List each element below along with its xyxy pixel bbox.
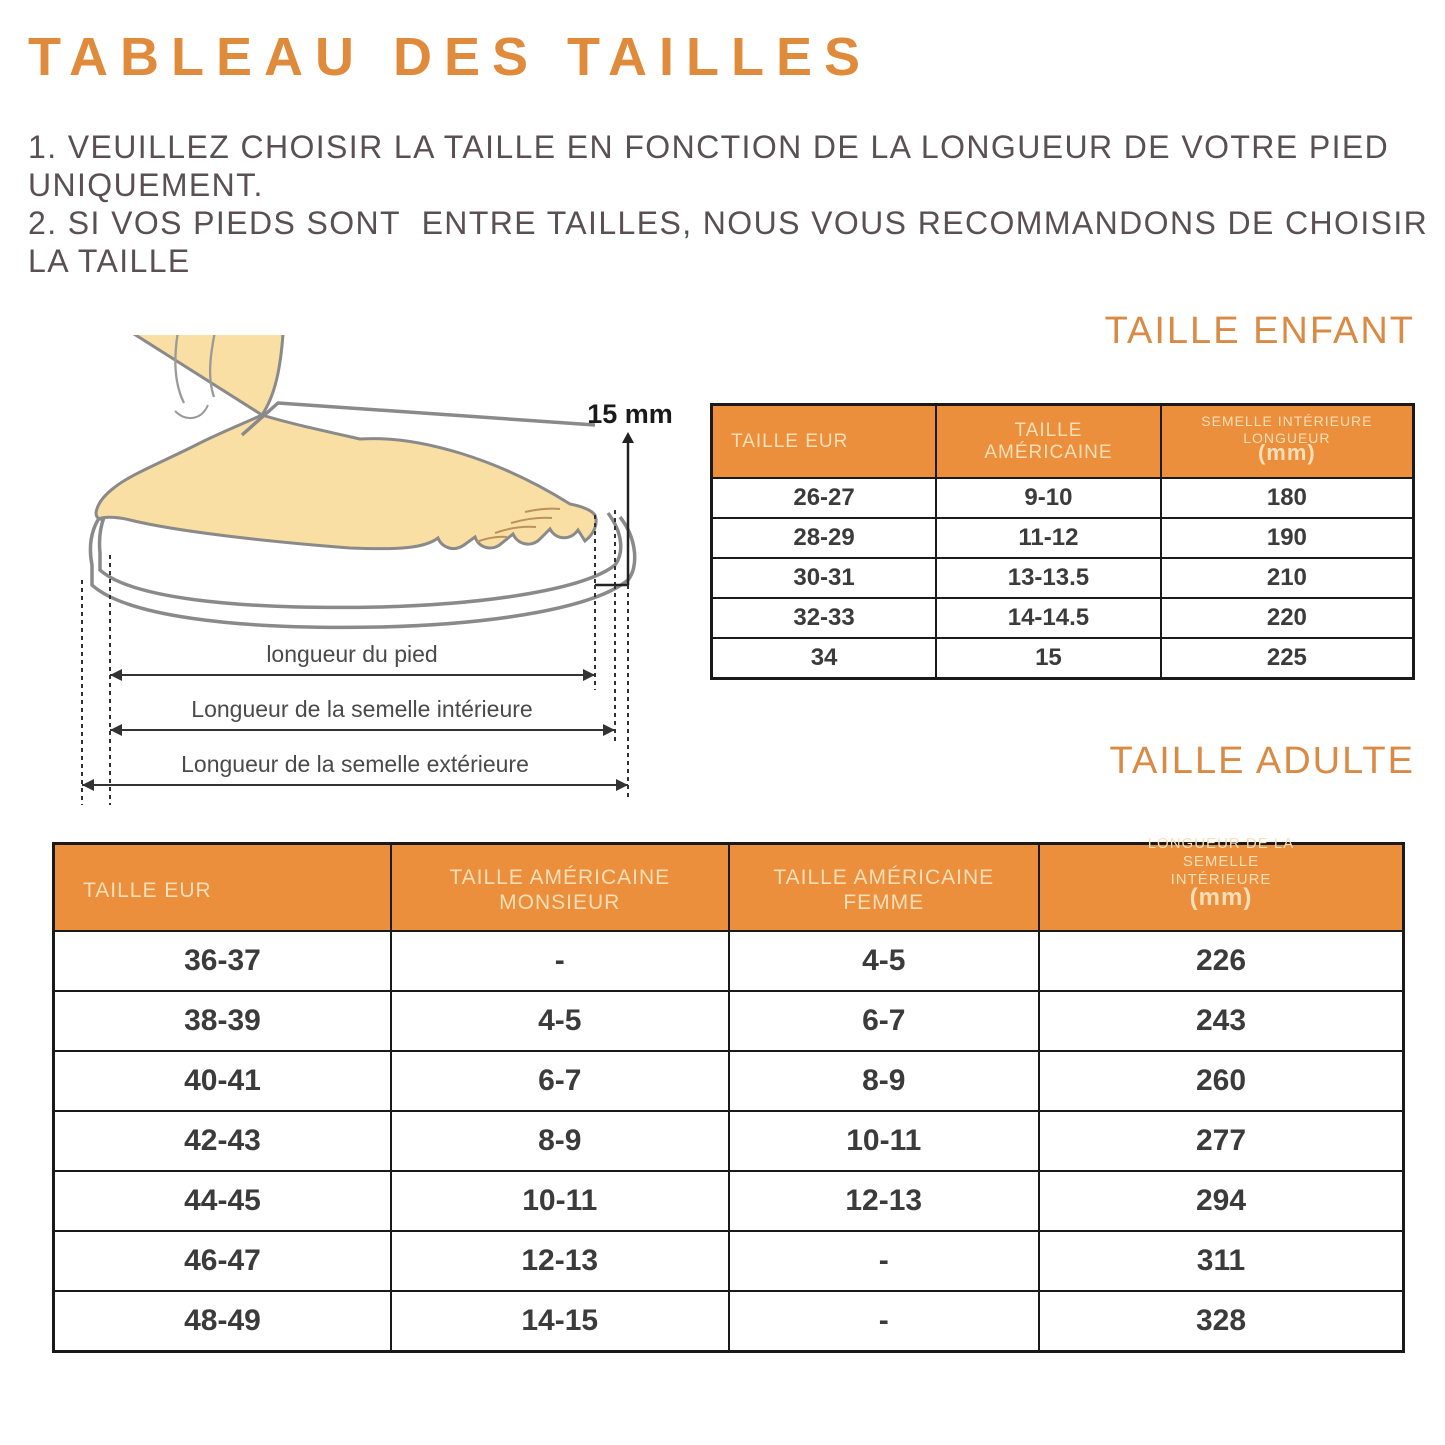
- svg-text:15 mm: 15 mm: [587, 399, 673, 429]
- svg-text:Longueur de la semelle extérie: Longueur de la semelle extérieure: [181, 751, 529, 777]
- svg-text:longueur du pied: longueur du pied: [266, 641, 437, 667]
- svg-text:Longueur de la semelle intérie: Longueur de la semelle intérieure: [191, 696, 532, 722]
